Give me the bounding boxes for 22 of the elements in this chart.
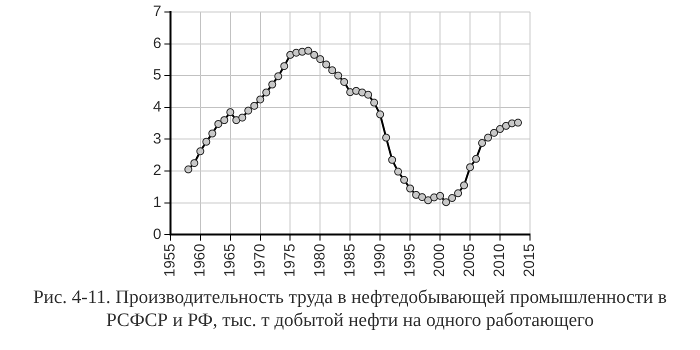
x-tick-label: 1995	[401, 244, 418, 278]
x-tick-label: 1985	[341, 244, 358, 278]
x-tick-label: 1965	[221, 244, 238, 278]
y-tick-label: 6	[153, 34, 162, 52]
x-tick-label: 1980	[311, 244, 328, 278]
x-tick-label: 1975	[281, 244, 298, 278]
x-tick-label: 2000	[431, 244, 448, 278]
x-tick-label: 2005	[461, 244, 478, 278]
x-tick-label: 2015	[521, 244, 538, 278]
y-tick-label: 5	[153, 66, 162, 84]
y-tick-label: 7	[153, 3, 162, 20]
x-tick-label: 1970	[251, 244, 268, 278]
y-tick-label: 0	[153, 226, 162, 243]
y-tick-label: 3	[153, 130, 162, 148]
text: Рис. 4-11. Производительность труда в нефтедобывающей промышленности в РСФСР и РФ, тыс. т добытой нефти на одного работающего	[32, 286, 668, 332]
y-tick-label: 4	[153, 98, 162, 116]
x-tick-label: 1990	[371, 244, 388, 278]
y-tick-label: 2	[153, 162, 162, 180]
x-tick-label: 1955	[161, 244, 178, 278]
x-tick-label: 2010	[491, 244, 508, 278]
y-tick-label: 1	[153, 194, 162, 211]
x-tick-label: 1960	[191, 244, 208, 278]
